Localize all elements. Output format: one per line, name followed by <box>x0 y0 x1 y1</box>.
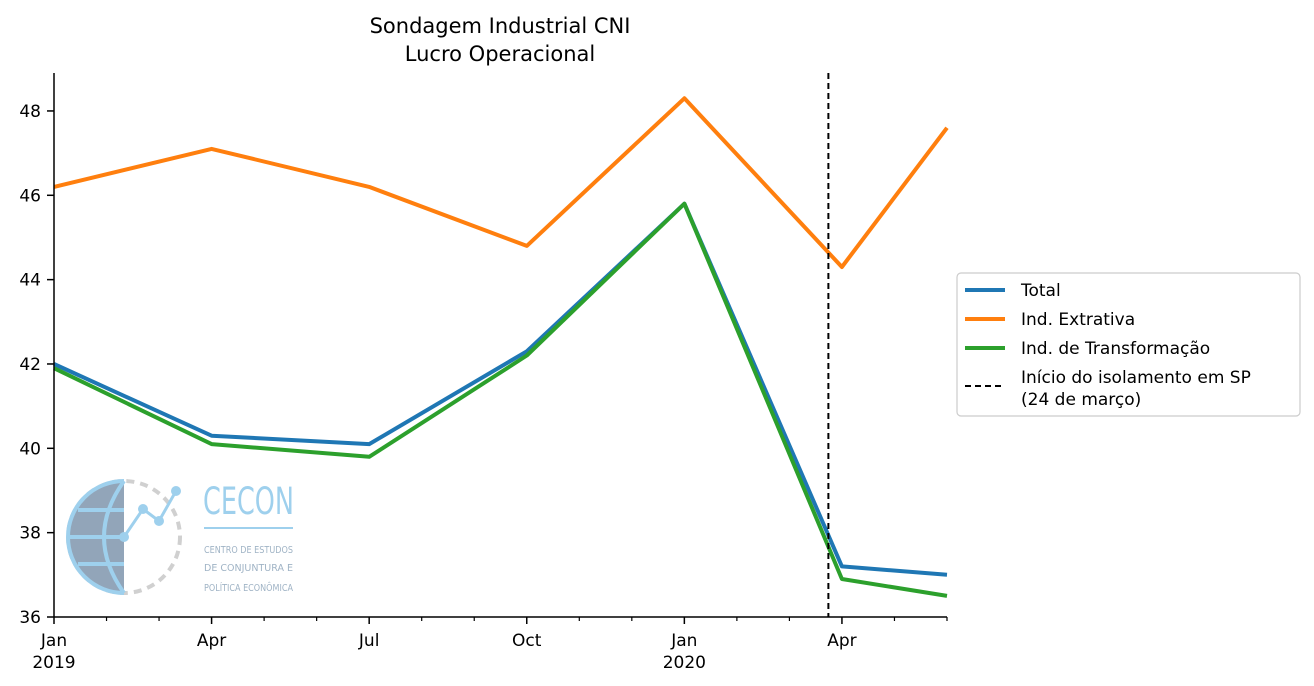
x-tick-label: Apr <box>827 631 856 651</box>
legend-label-isolation-1: Início do isolamento em SP <box>1021 368 1251 388</box>
x-tick-label: Oct <box>512 631 542 651</box>
chart-title: Sondagem Industrial CNI <box>370 14 631 38</box>
chart-subtitle: Lucro Operacional <box>405 42 595 66</box>
cecon-logo: CECON CENTRO DE ESTUDOS DE CONJUNTURA E … <box>66 479 294 595</box>
logo-subtitle-3: POLÍTICA ECONÔMICA <box>204 581 293 594</box>
legend-label-extrativa: Ind. Extrativa <box>1021 310 1135 330</box>
y-tick-label: 40 <box>19 439 41 459</box>
legend-label-isolation-2: (24 de março) <box>1021 390 1141 410</box>
y-tick-label: 44 <box>19 271 41 291</box>
logo-name: CECON <box>203 480 294 523</box>
logo-subtitle-2: DE CONJUNTURA E <box>204 563 293 574</box>
series-line-extrativa <box>53 96 949 269</box>
y-tick-label: 42 <box>19 355 41 375</box>
series-line-total <box>53 201 948 577</box>
x-tick-label: Jan <box>670 631 697 651</box>
legend-label-total: Total <box>1020 281 1061 301</box>
x-tick-label: Jan <box>40 631 67 651</box>
y-tick-label: 36 <box>19 608 41 628</box>
series-line-transformacao <box>53 201 948 598</box>
y-ticks: 36 38 40 42 44 46 48 <box>19 102 54 628</box>
x-tick-label: Apr <box>197 631 226 651</box>
legend: Total Ind. Extrativa Ind. de Transformaç… <box>956 272 1301 417</box>
y-tick-label: 48 <box>19 102 41 122</box>
y-tick-label: 38 <box>19 524 41 544</box>
x-tick-year-label: 2020 <box>663 653 706 673</box>
y-tick-label: 46 <box>19 186 41 206</box>
series-layer <box>53 96 949 598</box>
legend-label-transformacao: Ind. de Transformação <box>1021 339 1210 359</box>
x-tick-label: Jul <box>358 631 380 651</box>
legend-box <box>956 272 1301 417</box>
logo-subtitle-1: CENTRO DE ESTUDOS <box>204 545 293 556</box>
x-tick-year-label: 2019 <box>32 653 75 673</box>
